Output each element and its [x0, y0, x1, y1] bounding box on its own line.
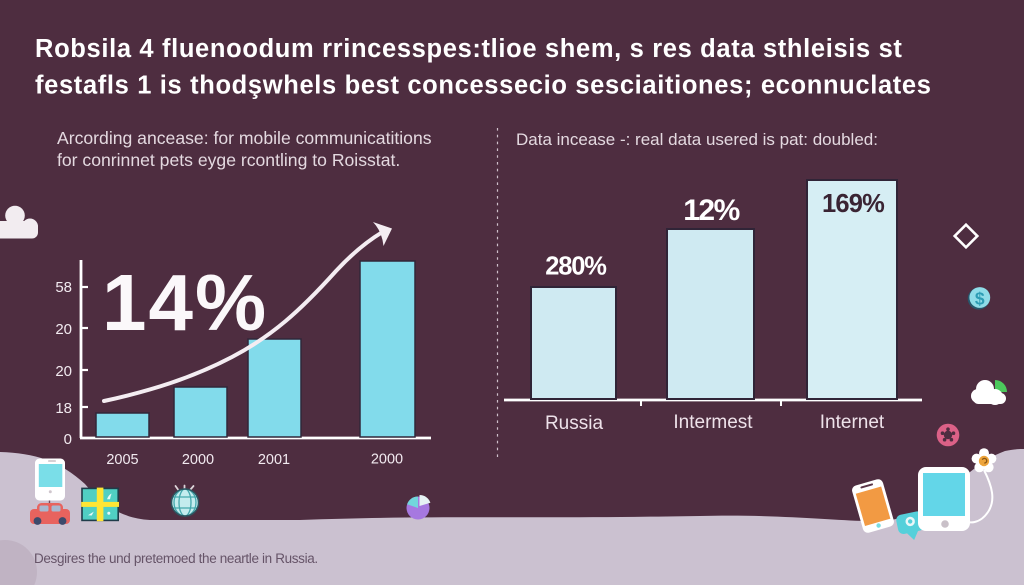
svg-text:Russia: Russia: [545, 413, 604, 434]
svg-text:20: 20: [55, 363, 72, 380]
svg-text:169%: 169%: [822, 190, 884, 218]
svg-text:Data incease -: real data user: Data incease -: real data usered is pat:…: [516, 130, 878, 149]
svg-text:20: 20: [55, 321, 72, 338]
svg-text:2005: 2005: [106, 452, 138, 468]
svg-text:0: 0: [64, 431, 72, 448]
svg-text:Arcording ancease: for mobile: Arcording ancease: for mobile communicat…: [57, 128, 432, 148]
svg-text:Desgires the und pretemoed the: Desgires the und pretemoed the neartle i…: [34, 551, 318, 566]
svg-text:$: $: [975, 289, 985, 309]
svg-text:12%: 12%: [683, 194, 739, 227]
svg-text:festafls 1 is thodşwhels best: festafls 1 is thodşwhels best concesseci…: [35, 72, 932, 100]
svg-text:18: 18: [55, 400, 72, 417]
svg-text:for conrinnet pets eyge rcontl: for conrinnet pets eyge rcontling to Roi…: [57, 150, 400, 170]
svg-text:Internet: Internet: [820, 412, 885, 433]
svg-text:14%: 14%: [102, 258, 268, 347]
svg-text:Intermest: Intermest: [673, 412, 753, 433]
svg-text:2000: 2000: [182, 452, 214, 468]
svg-text:2001: 2001: [258, 452, 290, 468]
svg-text:Robsila 4 fluenoodum rrincessp: Robsila 4 fluenoodum rrincesspes:tlioe s…: [35, 35, 903, 63]
svg-text:58: 58: [55, 279, 72, 296]
svg-text:2000: 2000: [371, 452, 403, 468]
svg-text:280%: 280%: [545, 253, 606, 281]
